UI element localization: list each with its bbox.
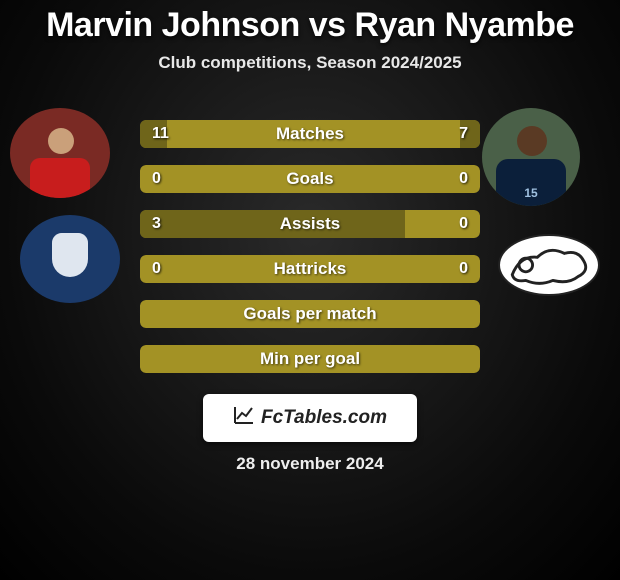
- page-subtitle: Club competitions, Season 2024/2025: [158, 53, 461, 73]
- stat-label: Assists: [140, 210, 480, 238]
- stat-bars: 117Matches 00Goals 30Assists 00Hattricks Goa…: [140, 120, 480, 373]
- stat-row: 00Hattricks: [140, 255, 480, 283]
- player-right-avatar: 15: [482, 108, 580, 206]
- ram-icon: [500, 236, 598, 294]
- chart-icon: [233, 405, 255, 431]
- player-left-avatar: [10, 108, 110, 198]
- club-right-badge: [498, 234, 600, 296]
- stat-label: Matches: [140, 120, 480, 148]
- page-title: Marvin Johnson vs Ryan Nyambe: [46, 6, 574, 45]
- club-left-badge: [20, 215, 120, 303]
- stat-row: Min per goal: [140, 345, 480, 373]
- stat-label: Goals: [140, 165, 480, 193]
- stat-label: Goals per match: [140, 300, 480, 328]
- stat-row: Goals per match: [140, 300, 480, 328]
- branding-text: FcTables.com: [261, 407, 387, 429]
- comparison-card: Marvin Johnson vs Ryan Nyambe Club compe…: [0, 0, 620, 580]
- stat-row: 117Matches: [140, 120, 480, 148]
- stat-row: 00Goals: [140, 165, 480, 193]
- stat-row: 30Assists: [140, 210, 480, 238]
- stat-label: Hattricks: [140, 255, 480, 283]
- player-right-jersey-number: 15: [482, 186, 580, 200]
- stat-label: Min per goal: [140, 345, 480, 373]
- branding-badge[interactable]: FcTables.com: [203, 394, 417, 442]
- footer-date: 28 november 2024: [0, 454, 620, 474]
